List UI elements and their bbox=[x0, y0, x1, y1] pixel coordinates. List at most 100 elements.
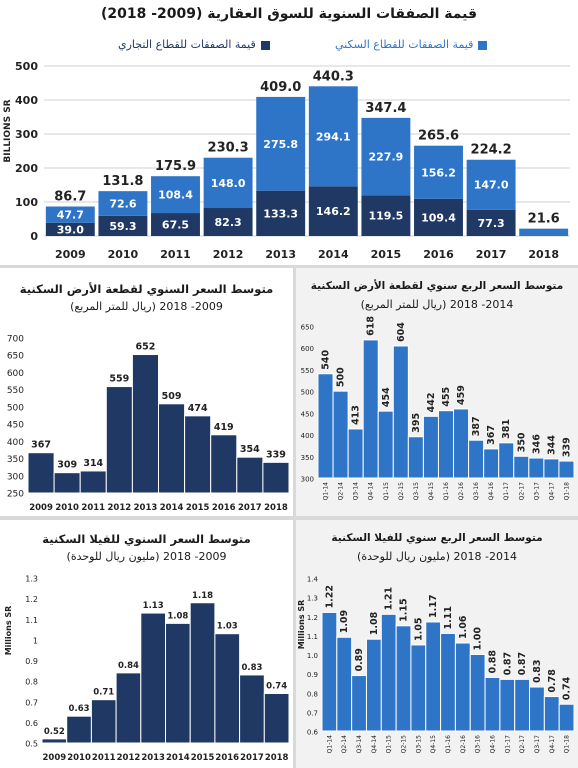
data-label-commercial: 109.4 bbox=[421, 211, 456, 224]
legend-item-commercial: قيمة الصفقات للقطاع التجاري bbox=[118, 38, 270, 51]
data-label: 1.15 bbox=[399, 598, 410, 621]
data-label: 0.83 bbox=[241, 663, 262, 673]
data-label: 314 bbox=[83, 458, 103, 469]
data-label: 1.09 bbox=[339, 610, 350, 633]
data-label: 559 bbox=[109, 374, 129, 385]
bar-commercial bbox=[98, 215, 148, 236]
y-tick-label: 300 bbox=[15, 128, 38, 141]
x-tick-label: 2009 bbox=[29, 503, 53, 513]
legend-swatch bbox=[260, 40, 270, 50]
y-tick-label: 0 bbox=[30, 230, 38, 243]
data-label: 381 bbox=[501, 419, 512, 439]
y-tick-label: 250 bbox=[7, 490, 24, 500]
y-tick-label: 1.2 bbox=[307, 614, 318, 622]
data-label-total: 440.3 bbox=[313, 69, 354, 84]
y-tick-label: 0.6 bbox=[25, 719, 38, 728]
bar bbox=[468, 439, 485, 479]
x-tick-label: 2016 bbox=[423, 248, 454, 261]
data-label-commercial: 39.0 bbox=[57, 223, 84, 236]
data-label: 339 bbox=[266, 449, 286, 460]
data-label: 0.88 bbox=[487, 650, 498, 674]
data-label: 0.74 bbox=[266, 682, 287, 692]
y-tick-label: 1 bbox=[33, 636, 38, 645]
bar bbox=[351, 675, 367, 732]
data-label: 459 bbox=[456, 385, 467, 405]
data-label: 1.06 bbox=[458, 615, 469, 639]
x-tick-label: 2015 bbox=[186, 503, 210, 513]
y-tick-label: 100 bbox=[15, 196, 38, 209]
y-tick-label: 200 bbox=[15, 162, 38, 175]
data-label-residential: 72.6 bbox=[109, 197, 136, 210]
y-tick-label: 0.5 bbox=[25, 740, 38, 749]
data-label: 1.22 bbox=[324, 585, 335, 608]
bar bbox=[483, 448, 500, 479]
chart-subtitle: (مليون ريال للوحدة) 2014- 2018 bbox=[357, 550, 517, 563]
data-label: 0.74 bbox=[562, 676, 573, 700]
data-label: 1.08 bbox=[369, 611, 380, 635]
bar-commercial bbox=[203, 208, 253, 236]
bar bbox=[317, 373, 334, 479]
y-tick-label: 0.9 bbox=[25, 657, 38, 666]
x-tick-label: Q2-14 bbox=[338, 482, 345, 501]
bar-commercial bbox=[45, 222, 95, 236]
bar bbox=[558, 703, 575, 732]
bar bbox=[131, 354, 159, 494]
x-tick-label: 2014 bbox=[160, 503, 184, 513]
chart-title: متوسط السعر السنوي للفيلا السكنية bbox=[42, 532, 251, 546]
bar bbox=[437, 410, 455, 479]
x-tick-label: Q4-15 bbox=[430, 735, 437, 754]
bar bbox=[105, 386, 133, 494]
x-tick-label: 2010 bbox=[55, 503, 79, 513]
bar bbox=[79, 470, 107, 494]
x-tick-label: Q3-15 bbox=[413, 482, 420, 501]
legend-label: قيمة الصفقات للقطاع السكني bbox=[335, 38, 474, 51]
data-label: 1.13 bbox=[143, 601, 164, 611]
data-label: 0.87 bbox=[517, 652, 528, 675]
data-label: 367 bbox=[31, 440, 51, 451]
data-label: 652 bbox=[136, 342, 156, 353]
bar bbox=[53, 472, 81, 494]
data-label-residential: 47.7 bbox=[57, 209, 84, 222]
bar bbox=[454, 642, 471, 732]
x-tick-label: Q1-15 bbox=[383, 482, 390, 501]
x-tick-label: 2016 bbox=[215, 753, 239, 763]
villa-annual-panel: متوسط السعر السنوي للفيلا السكنية (مليون… bbox=[0, 520, 293, 768]
bar bbox=[165, 622, 191, 744]
bar bbox=[453, 408, 470, 479]
x-tick-label: 2011 bbox=[160, 248, 191, 261]
data-label-total: 230.3 bbox=[208, 141, 249, 156]
bar bbox=[262, 461, 290, 494]
y-tick-label: 0.7 bbox=[307, 709, 318, 717]
y-tick-label: 1.4 bbox=[307, 576, 319, 584]
bar bbox=[236, 456, 264, 494]
data-label: 0.83 bbox=[532, 660, 543, 683]
bar bbox=[422, 415, 439, 479]
x-tick-label: Q3-15 bbox=[415, 735, 422, 754]
data-label: 1.00 bbox=[473, 627, 484, 651]
x-tick-label: 2017 bbox=[240, 753, 264, 763]
x-tick-label: 2012 bbox=[117, 753, 141, 763]
chart-title: متوسط السعر السنوي لقطعة الأرض السكنية bbox=[19, 282, 274, 296]
data-label-residential: 148.0 bbox=[211, 177, 246, 190]
data-label-total: 21.6 bbox=[528, 212, 560, 227]
bar bbox=[484, 676, 501, 732]
bar bbox=[27, 452, 55, 494]
data-label-residential: 227.9 bbox=[369, 151, 404, 164]
x-tick-label: Q3-16 bbox=[475, 735, 482, 754]
y-tick-label: 0.7 bbox=[25, 698, 38, 707]
chart-title: متوسط السعر الربع سنوي للفيلا السكنية bbox=[331, 532, 543, 544]
x-tick-label: Q3-17 bbox=[533, 482, 540, 501]
x-tick-label: Q1-15 bbox=[386, 735, 393, 754]
y-tick-label: 350 bbox=[301, 454, 314, 462]
bar bbox=[528, 457, 545, 479]
bar bbox=[392, 345, 409, 479]
bar bbox=[115, 672, 142, 744]
bar bbox=[336, 636, 353, 732]
y-tick-label: 300 bbox=[301, 476, 314, 484]
chart-plot: 250 300 350 400 450 500 550 600 650 700 367 2009 309… bbox=[7, 335, 290, 513]
y-tick-label: 500 bbox=[7, 403, 24, 413]
x-tick-label: 2013 bbox=[134, 503, 158, 513]
y-tick-label: 1.3 bbox=[25, 575, 38, 584]
x-tick-label: Q3-17 bbox=[534, 735, 541, 754]
y-tick-label: 550 bbox=[7, 386, 24, 396]
